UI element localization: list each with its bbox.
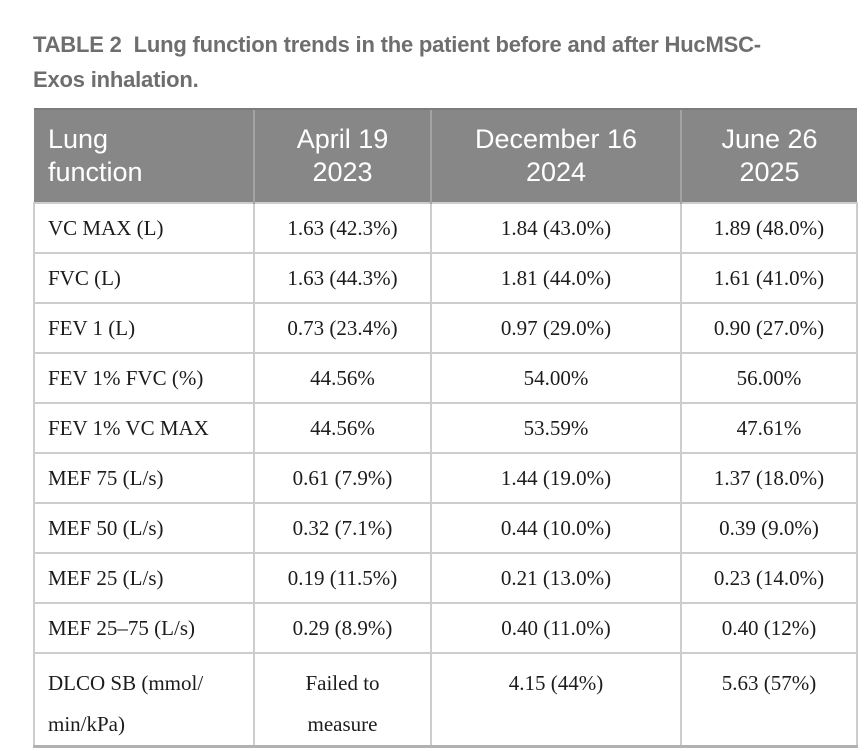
header-text: 2024 xyxy=(525,157,587,187)
header-row: Lung function April 19 2023 December 16 … xyxy=(34,108,857,203)
value-cell: 1.81 (44.0%) xyxy=(430,252,682,304)
table-caption: TABLE 2 Lung function trends in the patie… xyxy=(33,27,843,97)
value-cell: 56.00% xyxy=(680,352,858,404)
row-label: FEV 1 (L) xyxy=(33,302,255,354)
value-cell: 0.21 (13.0%) xyxy=(430,552,682,604)
header-cell-lung-function: Lung function xyxy=(34,108,254,203)
value-cell: 0.40 (11.0%) xyxy=(430,602,682,654)
row-label: FEV 1% FVC (%) xyxy=(33,352,255,404)
row-label-line: min/kPa) xyxy=(48,712,125,736)
header-text: 2023 xyxy=(312,157,373,187)
value-cell: 0.23 (14.0%) xyxy=(680,552,858,604)
table-row-mef25-75: MEF 25–75 (L/s) 0.29 (8.9%) 0.40 (11.0%)… xyxy=(33,602,858,654)
value-cell: 1.37 (18.0%) xyxy=(680,452,858,504)
value-cell: 0.61 (7.9%) xyxy=(253,452,432,504)
table-row-dlco-sb: DLCO SB (mmol/ min/kPa) Failed to measur… xyxy=(33,652,858,748)
value-cell: 44.56% xyxy=(253,402,432,454)
value-cell: 54.00% xyxy=(430,352,682,404)
value-cell: 1.84 (43.0%) xyxy=(430,202,682,254)
value-cell: 0.44 (10.0%) xyxy=(430,502,682,554)
value-cell: 5.63 (57%) xyxy=(680,652,858,748)
value-cell: 0.19 (11.5%) xyxy=(253,552,432,604)
caption-table-number: TABLE 2 xyxy=(33,32,122,57)
table-row-fev1-pct-vc-max: FEV 1% VC MAX 44.56% 53.59% 47.61% xyxy=(33,402,858,454)
table-row-mef75: MEF 75 (L/s) 0.61 (7.9%) 1.44 (19.0%) 1.… xyxy=(33,452,858,504)
header-text: 2025 xyxy=(739,157,800,187)
header-text: Lung xyxy=(48,124,109,154)
value-cell: 0.73 (23.4%) xyxy=(253,302,432,354)
header-cell-june-26-2025: June 26 2025 xyxy=(680,108,857,203)
row-label: MEF 25 (L/s) xyxy=(33,552,255,604)
value-cell: 0.39 (9.0%) xyxy=(680,502,858,554)
value-cell: 1.61 (41.0%) xyxy=(680,252,858,304)
value-cell: 1.63 (44.3%) xyxy=(253,252,432,304)
table-row-mef50: MEF 50 (L/s) 0.32 (7.1%) 0.44 (10.0%) 0.… xyxy=(33,502,858,554)
table-row-fev1: FEV 1 (L) 0.73 (23.4%) 0.97 (29.0%) 0.90… xyxy=(33,302,858,354)
caption-text-line1: Lung function trends in the patient befo… xyxy=(133,32,761,57)
header-cell-april-19-2023: April 19 2023 xyxy=(253,108,431,203)
value-cell: 1.89 (48.0%) xyxy=(680,202,858,254)
row-label: MEF 50 (L/s) xyxy=(33,502,255,554)
value-cell: 0.90 (27.0%) xyxy=(680,302,858,354)
value-cell: 44.56% xyxy=(253,352,432,404)
caption-text-line2: Exos inhalation. xyxy=(33,67,199,92)
value-line: measure xyxy=(307,712,378,736)
value-cell: 53.59% xyxy=(430,402,682,454)
caption-line-1: TABLE 2 Lung function trends in the patie… xyxy=(33,27,843,62)
value-cell: Failed to measure xyxy=(253,652,432,748)
value-cell: 0.32 (7.1%) xyxy=(253,502,432,554)
value-cell: 0.29 (8.9%) xyxy=(253,602,432,654)
value-cell: 1.63 (42.3%) xyxy=(253,202,432,254)
table-row-mef25: MEF 25 (L/s) 0.19 (11.5%) 0.21 (13.0%) 0… xyxy=(33,552,858,604)
row-label: MEF 75 (L/s) xyxy=(33,452,255,504)
row-label: MEF 25–75 (L/s) xyxy=(33,602,255,654)
table-row-fev1-pct-fvc: FEV 1% FVC (%) 44.56% 54.00% 56.00% xyxy=(33,352,858,404)
row-label: FEV 1% VC MAX xyxy=(33,402,255,454)
header-text: December 16 xyxy=(474,124,638,154)
header-text: April 19 xyxy=(296,124,389,154)
value-cell: 4.15 (44%) xyxy=(430,652,682,748)
header-text: function xyxy=(48,157,143,187)
value-cell: 0.97 (29.0%) xyxy=(430,302,682,354)
value-cell: 0.40 (12%) xyxy=(680,602,858,654)
header-text: June 26 xyxy=(721,124,818,154)
lung-function-table: Lung function April 19 2023 December 16 … xyxy=(33,108,858,748)
table-row-fvc: FVC (L) 1.63 (44.3%) 1.81 (44.0%) 1.61 (… xyxy=(33,252,858,304)
value-line: Failed to xyxy=(305,671,380,695)
value-cell: 47.61% xyxy=(680,402,858,454)
row-label-line: DLCO SB (mmol/ xyxy=(48,671,204,695)
row-label: VC MAX (L) xyxy=(33,202,255,254)
row-label: FVC (L) xyxy=(33,252,255,304)
row-label: DLCO SB (mmol/ min/kPa) xyxy=(33,652,255,748)
header-cell-december-16-2024: December 16 2024 xyxy=(430,108,681,203)
value-cell: 1.44 (19.0%) xyxy=(430,452,682,504)
table-row-vc-max: VC MAX (L) 1.63 (42.3%) 1.84 (43.0%) 1.8… xyxy=(33,202,858,254)
